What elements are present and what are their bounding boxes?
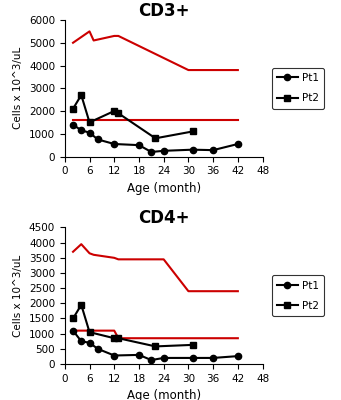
Pt1: [137, 352, 141, 357]
Pt2: [71, 316, 75, 321]
Legend: Pt1, Pt2: Pt1, Pt2: [272, 275, 324, 316]
Pt1: [191, 147, 195, 152]
Pt2: [79, 302, 83, 307]
Pt1: [211, 356, 215, 360]
Pt1: [149, 358, 153, 362]
Pt1: [71, 328, 75, 333]
Pt1: [191, 356, 195, 360]
Pt2: [153, 136, 158, 141]
Pt1: [162, 356, 166, 360]
Pt2: [116, 336, 120, 341]
Pt2: [153, 344, 158, 349]
Pt1: [79, 339, 83, 344]
Pt1: [112, 353, 116, 358]
Pt1: [162, 148, 166, 153]
Line: Pt2: Pt2: [70, 92, 196, 142]
Pt1: [71, 122, 75, 127]
X-axis label: Age (month): Age (month): [127, 389, 201, 400]
Pt2: [87, 120, 91, 125]
Y-axis label: Cells x 10^3/uL: Cells x 10^3/uL: [13, 255, 23, 337]
Pt2: [112, 109, 116, 114]
Line: Pt2: Pt2: [70, 302, 196, 350]
Title: CD3+: CD3+: [138, 2, 190, 20]
Pt1: [211, 148, 215, 152]
Pt2: [112, 336, 116, 341]
Legend: Pt1, Pt2: Pt1, Pt2: [272, 68, 324, 109]
Pt1: [96, 346, 100, 351]
Pt2: [79, 93, 83, 98]
Pt1: [87, 340, 91, 345]
Pt2: [191, 129, 195, 134]
Y-axis label: Cells x 10^3/uL: Cells x 10^3/uL: [13, 47, 24, 129]
Pt1: [236, 142, 240, 146]
Line: Pt1: Pt1: [70, 328, 241, 363]
Pt1: [236, 354, 240, 358]
Pt1: [112, 142, 116, 146]
Pt2: [116, 111, 120, 116]
Title: CD4+: CD4+: [138, 209, 190, 227]
Pt2: [191, 342, 195, 347]
Pt2: [87, 330, 91, 334]
X-axis label: Age (month): Age (month): [127, 182, 201, 195]
Line: Pt1: Pt1: [70, 122, 241, 155]
Pt1: [79, 128, 83, 133]
Pt1: [137, 143, 141, 148]
Pt1: [149, 150, 153, 154]
Pt1: [96, 137, 100, 142]
Pt1: [87, 130, 91, 135]
Pt2: [71, 106, 75, 111]
